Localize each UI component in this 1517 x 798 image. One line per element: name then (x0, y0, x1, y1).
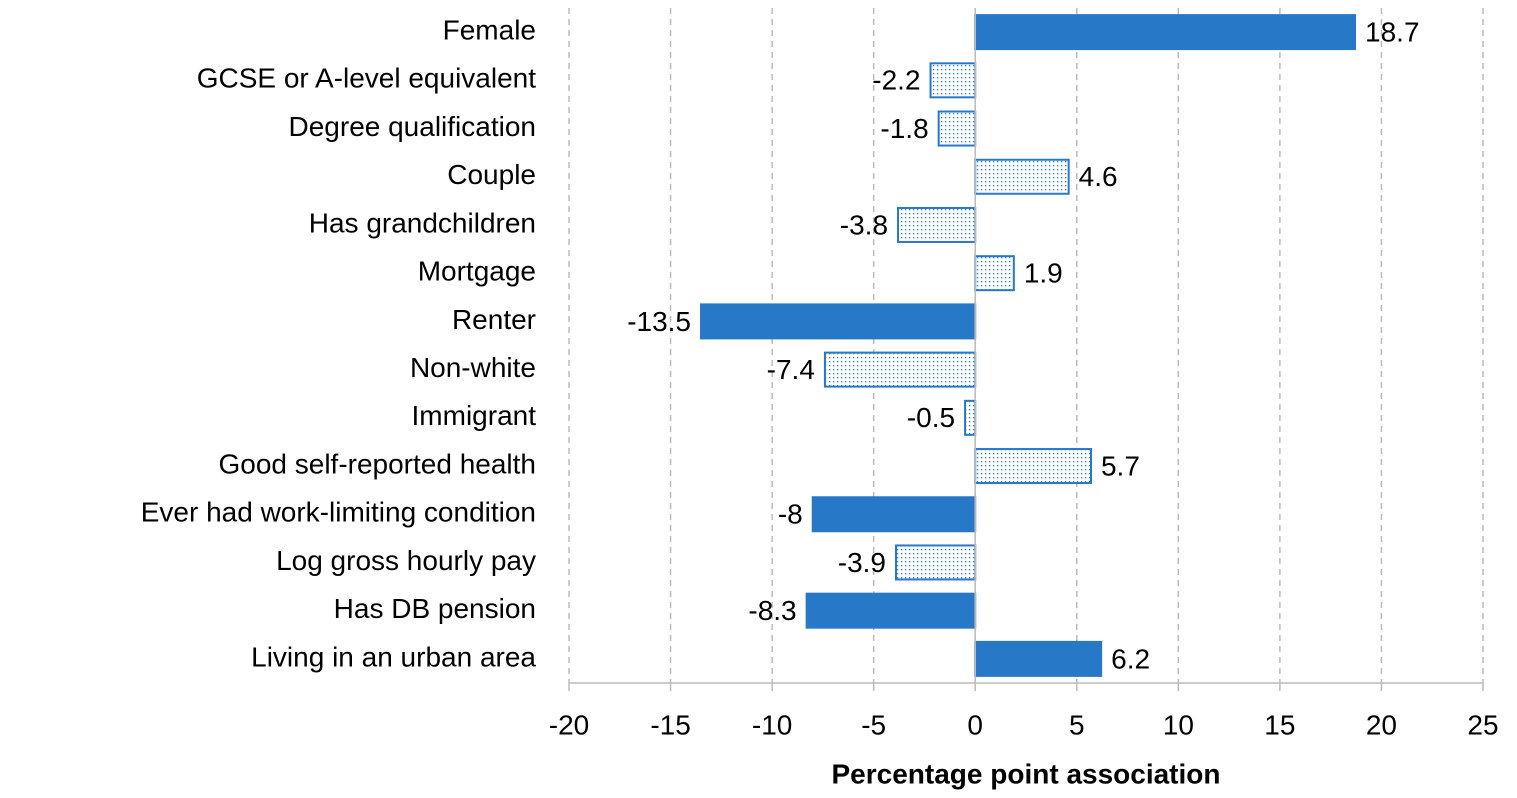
y-tick-label: Female (443, 14, 536, 45)
x-tick-label: -10 (752, 709, 792, 740)
x-axis-title: Percentage point association (832, 758, 1221, 789)
bar (895, 544, 977, 581)
y-tick-label: Good self-reported health (218, 448, 536, 479)
x-tick-label: -5 (861, 709, 886, 740)
value-label: -8.3 (748, 595, 796, 626)
x-tick-label: 20 (1366, 709, 1397, 740)
bar (974, 448, 1092, 485)
bar (974, 158, 1070, 195)
x-tick-label: 5 (1069, 709, 1085, 740)
x-tick-label: -15 (650, 709, 690, 740)
x-tick-label: 0 (967, 709, 983, 740)
value-label: -13.5 (627, 306, 691, 337)
bar (974, 14, 1357, 51)
value-label: -3.9 (838, 547, 886, 578)
y-tick-label: Log gross hourly pay (276, 545, 536, 576)
bar (811, 496, 977, 533)
bar (897, 206, 977, 243)
y-tick-label: Immigrant (412, 400, 537, 431)
y-tick-label: Mortgage (418, 256, 536, 287)
bar (974, 255, 1015, 292)
value-label: -7.4 (767, 354, 815, 385)
x-tick-label: 25 (1467, 709, 1498, 740)
value-label: -8 (778, 499, 803, 530)
y-tick-label: Has DB pension (334, 593, 536, 624)
y-tick-label: Couple (447, 159, 536, 190)
value-label: -3.8 (840, 209, 888, 240)
value-label: -1.8 (880, 113, 928, 144)
y-tick-label: Living in an urban area (251, 641, 536, 672)
bar (929, 62, 977, 99)
x-tick-label: -20 (549, 709, 589, 740)
value-label: -0.5 (907, 402, 955, 433)
bar (964, 399, 977, 436)
bar (805, 592, 977, 629)
y-tick-label: Ever had work-limiting condition (141, 497, 536, 528)
y-tick-label: Has grandchildren (309, 207, 536, 238)
x-tick-label: 10 (1163, 709, 1194, 740)
x-tick-label: 15 (1264, 709, 1295, 740)
bar (823, 351, 977, 388)
value-label: 6.2 (1111, 643, 1150, 674)
bar (700, 303, 977, 340)
value-label: -2.2 (872, 65, 920, 96)
value-label: 5.7 (1101, 450, 1140, 481)
y-tick-label: GCSE or A-level equivalent (197, 63, 537, 94)
bar (937, 110, 977, 147)
y-tick-label: Renter (452, 304, 536, 335)
value-label: 4.6 (1079, 161, 1118, 192)
value-label: 18.7 (1365, 16, 1420, 47)
value-label: 1.9 (1024, 258, 1063, 289)
bar (974, 640, 1103, 677)
y-tick-label: Non-white (410, 352, 536, 383)
y-tick-label: Degree qualification (289, 111, 537, 142)
